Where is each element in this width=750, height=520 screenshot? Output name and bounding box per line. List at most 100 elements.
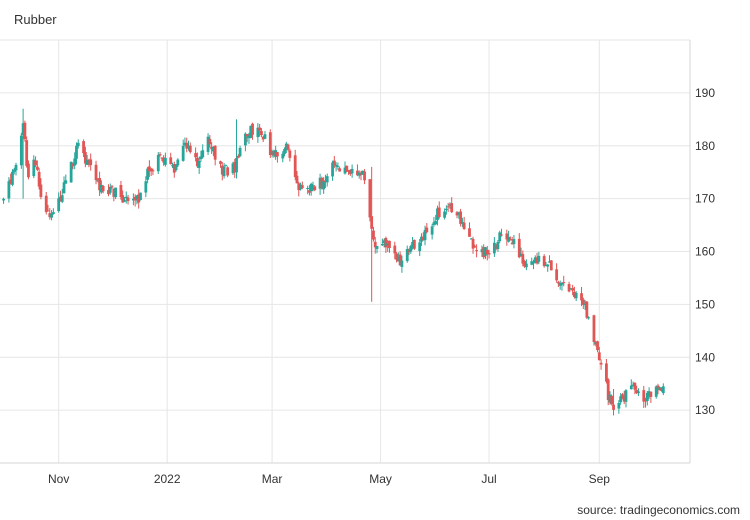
candle [208, 134, 212, 148]
candle [450, 197, 454, 214]
candle [382, 238, 386, 248]
candle-body [430, 226, 434, 235]
candle-body [107, 190, 110, 195]
candle [283, 147, 286, 157]
candle-body [98, 177, 101, 191]
candle-body [83, 152, 87, 164]
candle-body [21, 123, 25, 136]
y-tick-label: 140 [695, 350, 715, 364]
candle-body [244, 133, 247, 146]
candle-body [375, 245, 379, 249]
candle-body [309, 183, 313, 192]
candle [492, 237, 496, 257]
candle [322, 177, 326, 194]
candle [361, 170, 365, 175]
candle [592, 314, 596, 346]
candle-body [423, 230, 427, 241]
candle-body [188, 145, 192, 153]
candle-body [7, 181, 11, 199]
candle-body [571, 288, 575, 291]
candle-body [281, 153, 285, 159]
candle [131, 193, 135, 206]
candle [309, 182, 313, 196]
candle [597, 346, 601, 361]
candle-body [135, 195, 139, 199]
candle-body [249, 125, 253, 138]
candle [144, 176, 148, 198]
candle-body [222, 166, 226, 177]
candle-body [213, 145, 217, 160]
candle-body [245, 134, 249, 137]
candle-body [560, 282, 564, 285]
candle [25, 136, 29, 168]
candle-body [405, 249, 409, 262]
candle-body [199, 156, 203, 160]
candle-body [396, 256, 400, 262]
candle-body [388, 240, 391, 249]
candle [549, 260, 553, 271]
axes: 130 140 150 160 170 180 190 Nov 2022 Mar May Jul Sep [0, 40, 715, 486]
candle-body [384, 237, 388, 248]
candle [380, 238, 384, 247]
candle [510, 236, 514, 245]
candle [247, 132, 251, 144]
candle [332, 155, 336, 169]
candle [295, 170, 299, 184]
candle [375, 245, 379, 254]
candle [507, 230, 511, 243]
candle-body [484, 247, 487, 256]
candle-body [469, 238, 473, 240]
candle [60, 188, 64, 204]
candle [475, 244, 478, 258]
candle-body [368, 179, 372, 218]
candle [274, 145, 278, 160]
candle-body [39, 184, 43, 197]
candle [580, 286, 583, 307]
candle-body [313, 186, 317, 191]
candle [606, 378, 610, 406]
candle-body [473, 246, 477, 248]
candle-body [114, 187, 117, 198]
candle-body [542, 256, 546, 267]
candle [151, 168, 155, 176]
candle [644, 397, 647, 408]
candle-body [147, 166, 151, 172]
candle [482, 244, 486, 260]
candle-body [523, 261, 527, 267]
candle-body [395, 253, 398, 260]
candle [485, 245, 489, 261]
candle [533, 255, 537, 264]
candle-body [569, 288, 573, 290]
candle-body [270, 151, 274, 154]
candle [557, 280, 560, 288]
candle-body [658, 387, 662, 391]
candle-body [299, 184, 302, 190]
candle-body [318, 177, 322, 189]
candle [213, 145, 217, 166]
candle-body [89, 159, 93, 166]
candle [460, 217, 464, 228]
candle-body [549, 260, 553, 271]
candle [469, 237, 473, 240]
candle-body [288, 150, 292, 158]
candle [432, 216, 436, 227]
candle [163, 152, 167, 167]
candle [171, 162, 174, 168]
candle-body [124, 196, 128, 199]
candle [338, 166, 342, 172]
candle-body [448, 204, 452, 206]
candle-body [331, 162, 334, 177]
candle [37, 167, 41, 190]
candle-body [343, 167, 347, 174]
candle [260, 128, 263, 138]
candle [512, 234, 516, 249]
candle-body [110, 186, 114, 188]
candle-body [629, 385, 633, 390]
candle-body [645, 392, 649, 401]
candle [306, 185, 310, 195]
candle-body [261, 136, 265, 140]
candle [160, 157, 164, 161]
candle [121, 190, 125, 203]
candle-body [235, 157, 238, 173]
candle [555, 263, 559, 283]
